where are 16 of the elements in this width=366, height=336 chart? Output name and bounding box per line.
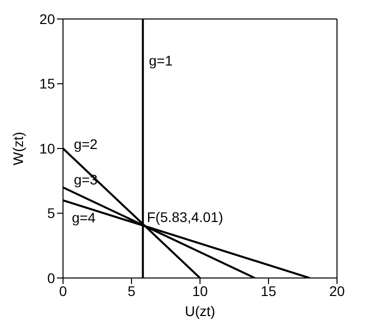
series-label: g=4 bbox=[72, 209, 96, 226]
x-tick-label: 10 bbox=[192, 282, 208, 299]
y-axis-title: W(zt) bbox=[10, 132, 26, 166]
y-tick-label: 15 bbox=[39, 76, 56, 92]
series-label: g=2 bbox=[74, 136, 98, 152]
y-tick-label: 10 bbox=[39, 140, 56, 156]
y-tick-label: 5 bbox=[47, 205, 56, 222]
y-tick-label: 0 bbox=[47, 270, 56, 286]
x-tick-label: 15 bbox=[260, 282, 276, 299]
series-label: g=1 bbox=[148, 52, 173, 69]
y-tick-label: 20 bbox=[39, 10, 56, 27]
x-axis-title: U(zt) bbox=[184, 303, 216, 319]
x-tick-label: 0 bbox=[59, 282, 68, 299]
x-tick-label: 5 bbox=[128, 282, 136, 299]
x-tick-label: 20 bbox=[329, 282, 345, 299]
annotation: F(5.83,4.01) bbox=[146, 209, 224, 226]
